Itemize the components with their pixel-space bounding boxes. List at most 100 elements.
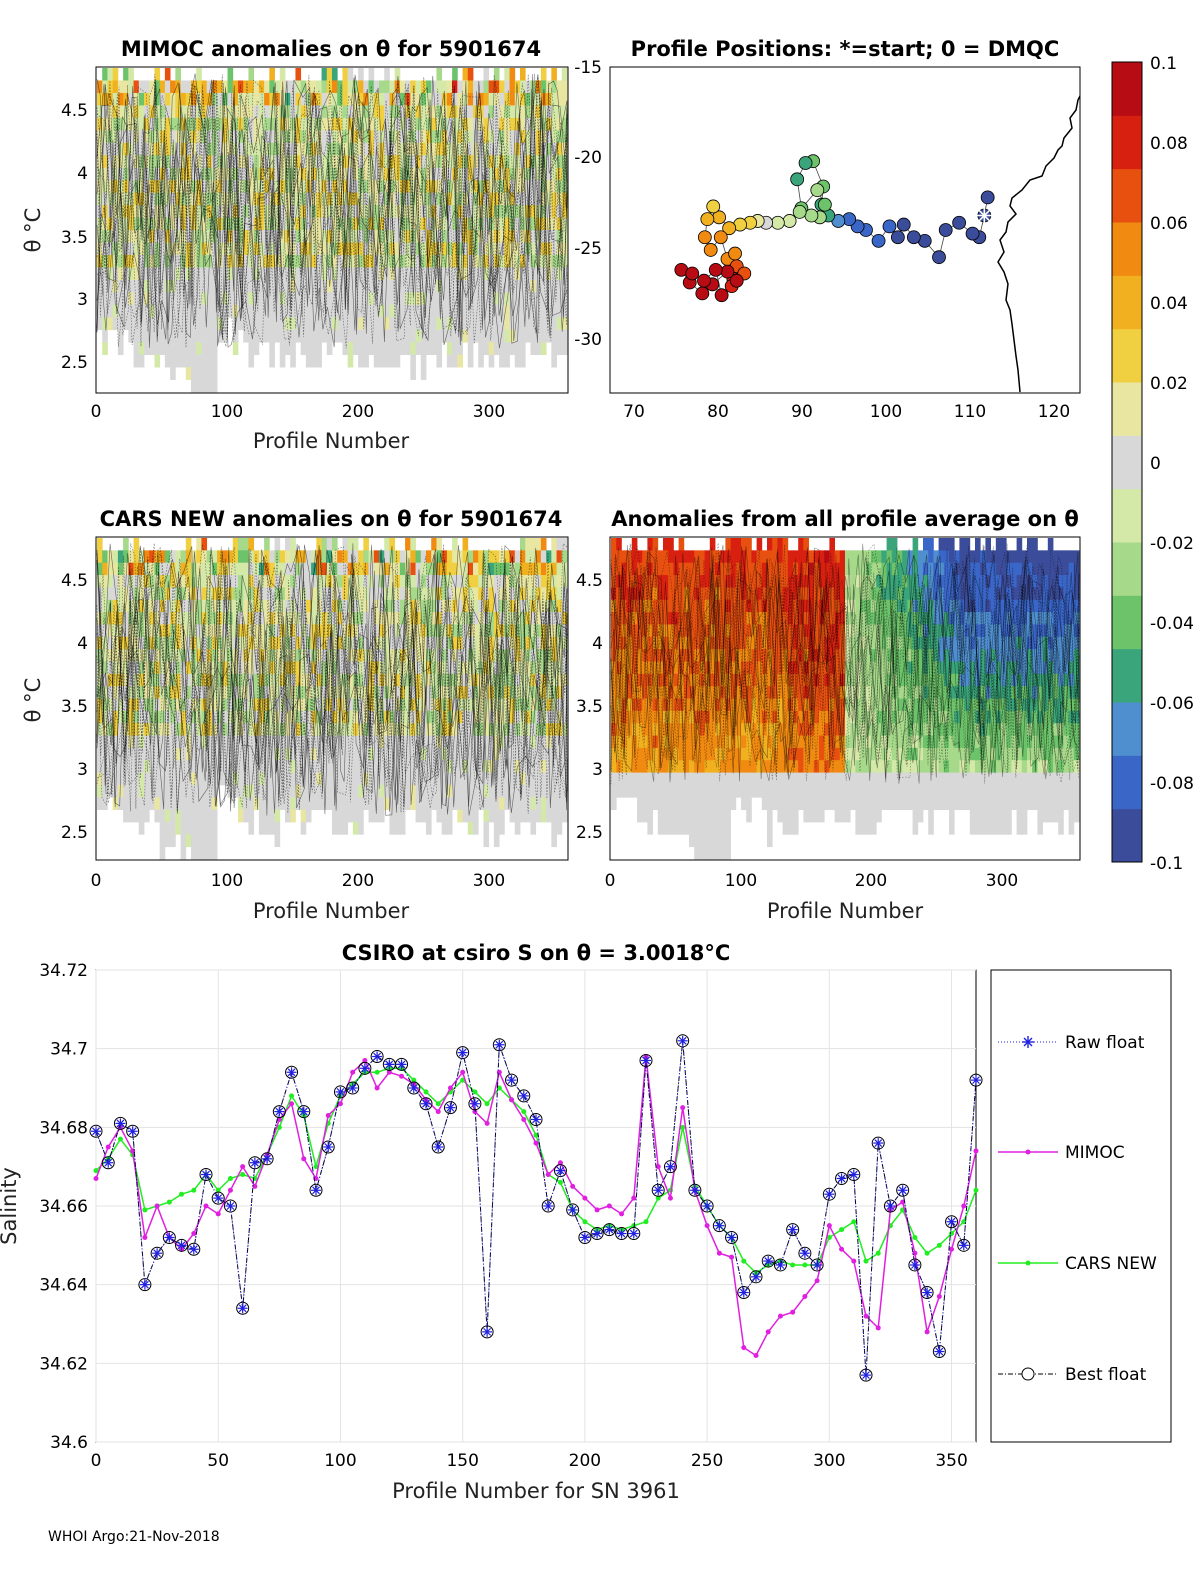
anomaly-cell <box>154 772 161 786</box>
anomaly-cell <box>326 155 333 169</box>
anomaly-cell <box>201 267 208 281</box>
mimoc-ytick: 3.5 <box>61 228 88 248</box>
anomaly-cell <box>154 192 161 206</box>
anomaly-cell <box>342 538 349 551</box>
anomaly-cell <box>525 784 531 798</box>
anomaly-cell <box>410 760 416 773</box>
anomaly-cell <box>196 267 202 281</box>
anomaly-cell <box>180 267 187 281</box>
anomaly-cell <box>379 105 385 119</box>
anomaly-cell <box>123 538 129 551</box>
anomaly-cell <box>316 217 322 231</box>
anomaly-cell <box>159 834 166 848</box>
anomaly-cell <box>97 217 103 231</box>
anomaly-cell <box>128 92 134 106</box>
anomaly-cell <box>699 834 705 848</box>
anomaly-cell <box>415 292 422 306</box>
anomaly-cell <box>415 242 422 256</box>
anomaly-cell <box>164 117 171 131</box>
anomaly-cell <box>201 254 208 268</box>
anomaly-cell <box>227 292 234 306</box>
anomaly-cell <box>201 317 208 331</box>
profile-marker <box>728 246 742 261</box>
anomaly-cell <box>520 92 526 106</box>
anomaly-cell <box>452 205 458 218</box>
anomaly-cell <box>368 809 375 823</box>
anomaly-cell <box>211 180 218 194</box>
anomaly-cell <box>379 342 385 356</box>
anomaly-cell <box>337 304 343 318</box>
anomaly-cell <box>426 80 432 94</box>
anomaly-cell <box>410 117 416 131</box>
anomaly-cell <box>473 292 479 306</box>
anomaly-cell <box>493 292 500 306</box>
anomaly-cell <box>180 612 187 625</box>
anomaly-cell <box>201 92 208 106</box>
anomaly-cell <box>295 267 302 281</box>
anomaly-cell <box>352 821 359 835</box>
anomaly-cell <box>342 267 349 281</box>
anomaly-cell <box>337 809 343 823</box>
anomaly-cell <box>410 784 416 798</box>
anomaly-cell <box>253 329 260 343</box>
anomaly-cell <box>509 68 516 81</box>
anomaly-cell <box>170 267 176 281</box>
anomaly-cell <box>201 379 208 393</box>
anomaly-cell <box>258 105 265 119</box>
anomaly-cell <box>326 304 333 318</box>
anomaly-cell <box>164 92 171 106</box>
anomaly-cell <box>97 747 103 761</box>
anomaly-cell <box>149 80 155 94</box>
anomaly-cell <box>164 80 171 94</box>
anomaly-cell <box>767 834 773 848</box>
anomaly-cell <box>144 242 150 256</box>
anomaly-cell <box>694 809 700 823</box>
anomaly-cell <box>720 562 726 576</box>
anomaly-cell <box>352 142 359 156</box>
anomaly-cell <box>217 105 223 119</box>
anomaly-cell <box>185 230 192 243</box>
anomaly-cell <box>730 772 737 786</box>
colorbar-tick: -0.06 <box>1150 694 1194 714</box>
anomaly-cell <box>206 367 213 380</box>
anomaly-cell <box>180 329 187 343</box>
anomaly-cell <box>342 317 349 331</box>
anomaly-cell <box>305 292 312 306</box>
anomaly-cell <box>363 550 369 564</box>
colorbar-tick: -0.04 <box>1150 614 1194 634</box>
anomaly-cell <box>337 230 343 243</box>
anomaly-cell <box>170 242 176 256</box>
anomaly-cell <box>269 242 275 256</box>
anomaly-cell <box>290 550 296 564</box>
anomaly-cell <box>175 354 181 368</box>
anomaly-cell <box>756 538 763 551</box>
anomaly-cell <box>185 834 192 848</box>
anomaly-cell <box>201 230 208 243</box>
anomaly-cell <box>720 772 726 786</box>
anomaly-cell <box>332 821 338 835</box>
anomaly-cell <box>551 167 557 181</box>
anomaly-cell <box>285 80 291 94</box>
anomaly-cell <box>316 192 322 206</box>
coastline <box>997 94 1080 393</box>
anomaly-cell <box>196 80 202 94</box>
anomaly-cell <box>123 142 129 156</box>
anomaly-cell <box>164 342 171 356</box>
anomaly-cell <box>488 342 495 356</box>
anomaly-cell <box>509 92 516 106</box>
anomaly-cell <box>358 354 364 368</box>
anomaly-cell <box>420 92 427 106</box>
anomaly-cell <box>300 217 307 231</box>
profile-marker <box>792 204 807 219</box>
anomaly-cell <box>133 279 140 293</box>
anomaly-cell <box>751 784 757 798</box>
anomaly-cell <box>102 230 108 243</box>
positions-xtick: 80 <box>707 402 729 422</box>
anomaly-cell <box>264 279 270 293</box>
anomaly-cell <box>117 292 124 306</box>
anomaly-cell <box>725 809 731 823</box>
anomaly-cell <box>436 205 443 218</box>
anomaly-cell <box>352 797 359 811</box>
anomaly-cell <box>342 117 349 131</box>
anomaly-cell <box>311 267 317 281</box>
